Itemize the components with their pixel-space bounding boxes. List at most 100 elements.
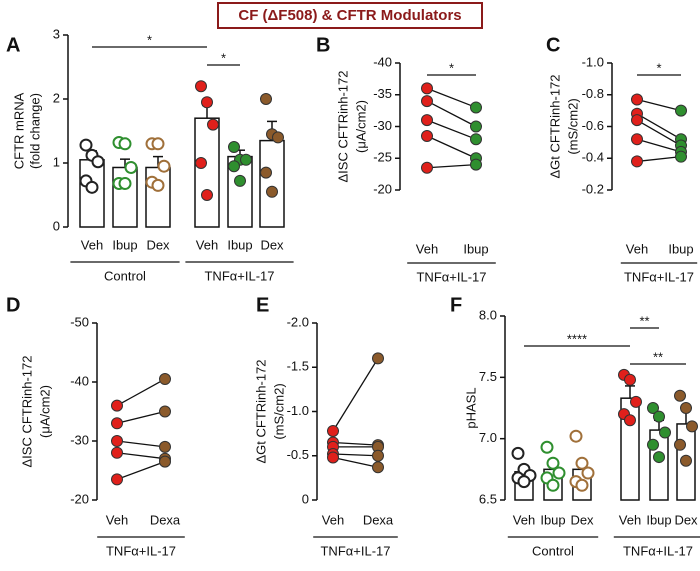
- group-label: TNFα+IL-17: [623, 543, 693, 558]
- data-point: [159, 373, 171, 386]
- pair-line: [426, 119, 477, 140]
- y-tick-label: -1.0: [582, 54, 604, 69]
- data-point: [240, 153, 252, 166]
- data-point: [159, 440, 171, 453]
- group-label: TNFα+IL-17: [320, 543, 390, 558]
- x-tick-label: Ibup: [668, 241, 693, 256]
- pair-line: [116, 410, 166, 424]
- y-axis-label: ΔISC CFTRinh-172: [335, 71, 350, 183]
- pair-line: [426, 163, 477, 169]
- y-tick-label: 7.0: [479, 430, 497, 445]
- bar: [194, 117, 220, 228]
- figure-title: CF (ΔF508) & CFTR Modulators: [238, 7, 461, 24]
- y-tick-label: 6.5: [479, 491, 497, 506]
- x-tick-label: Dex: [674, 512, 698, 527]
- data-point: [647, 438, 659, 451]
- pair-line: [332, 456, 379, 468]
- y-tick-label: -1.5: [287, 359, 309, 374]
- data-point: [151, 137, 165, 151]
- data-point: [421, 95, 433, 108]
- data-point: [517, 475, 531, 489]
- panel-label: E: [256, 294, 269, 316]
- y-tick-label: -30: [373, 118, 392, 133]
- pair-line: [636, 156, 682, 163]
- x-tick-label: Veh: [513, 512, 535, 527]
- data-point: [575, 456, 589, 470]
- y-axis-label: ΔGt CFTRinh-172: [547, 74, 562, 178]
- data-point: [111, 473, 123, 486]
- data-point: [569, 429, 583, 443]
- pair-line: [116, 378, 166, 407]
- y-axis-label: (μA/cm2): [37, 385, 52, 438]
- data-point: [228, 141, 240, 153]
- data-point: [470, 133, 482, 146]
- data-point: [151, 178, 165, 192]
- y-tick-label: -40: [70, 373, 89, 388]
- y-tick-label: 0: [53, 218, 60, 233]
- data-point: [266, 185, 278, 198]
- data-point: [552, 466, 566, 480]
- pair-line: [332, 453, 379, 457]
- data-point: [124, 160, 138, 174]
- data-point: [631, 93, 643, 106]
- y-tick-label: -0.8: [582, 86, 604, 101]
- y-tick-label: -50: [70, 314, 89, 329]
- significance-label: *: [147, 32, 152, 47]
- x-tick-label: Dexa: [150, 512, 181, 527]
- data-point: [118, 137, 132, 151]
- data-point: [624, 373, 636, 386]
- pair-line: [116, 440, 166, 448]
- data-point: [234, 174, 246, 187]
- y-tick-label: 7.5: [479, 369, 497, 384]
- x-tick-label: Veh: [196, 237, 218, 252]
- data-point: [195, 80, 207, 93]
- data-point: [421, 82, 433, 95]
- data-point: [421, 161, 433, 174]
- data-point: [470, 158, 482, 171]
- data-point: [201, 96, 213, 109]
- x-tick-label: Veh: [416, 241, 438, 256]
- data-point: [647, 402, 659, 414]
- panel-label: F: [450, 294, 462, 316]
- data-point: [228, 160, 240, 173]
- pair-line: [426, 135, 477, 159]
- group-label: TNFα+IL-17: [624, 269, 694, 284]
- pair-line: [426, 87, 477, 109]
- y-axis-label: (mS/cm2): [565, 98, 580, 154]
- group-label: Control: [532, 543, 574, 558]
- data-point: [372, 449, 384, 462]
- pair-line: [636, 119, 682, 147]
- y-tick-label: -1.0: [287, 403, 309, 418]
- y-tick-label: 2: [53, 90, 60, 105]
- y-axis-label: ΔISC CFTRinh-172: [19, 356, 34, 468]
- pair-line: [426, 100, 477, 128]
- bar: [259, 139, 285, 228]
- data-point: [675, 104, 687, 117]
- pair-line: [116, 461, 166, 480]
- y-tick-label: -0.4: [582, 150, 604, 165]
- pair-line: [332, 358, 379, 432]
- group-label: TNFα+IL-17: [416, 269, 486, 284]
- pair-line: [636, 138, 682, 153]
- x-tick-label: Veh: [626, 241, 648, 256]
- y-tick-label: -2.0: [287, 314, 309, 329]
- y-tick-label: -0.2: [582, 181, 604, 196]
- significance-label: *: [656, 60, 661, 75]
- data-point: [653, 451, 665, 464]
- y-tick-label: -20: [70, 491, 89, 506]
- data-point: [111, 417, 123, 430]
- data-point: [470, 120, 482, 133]
- data-point: [511, 446, 525, 460]
- significance-label: *: [449, 60, 454, 75]
- data-point: [195, 157, 207, 169]
- data-point: [201, 189, 213, 201]
- data-point: [575, 478, 589, 492]
- x-tick-label: Veh: [322, 512, 344, 527]
- data-point: [159, 405, 171, 418]
- x-tick-label: Ibup: [646, 512, 671, 527]
- y-tick-label: -25: [373, 150, 392, 165]
- data-point: [631, 155, 643, 168]
- data-point: [79, 138, 93, 152]
- y-tick-label: -0.6: [582, 118, 604, 133]
